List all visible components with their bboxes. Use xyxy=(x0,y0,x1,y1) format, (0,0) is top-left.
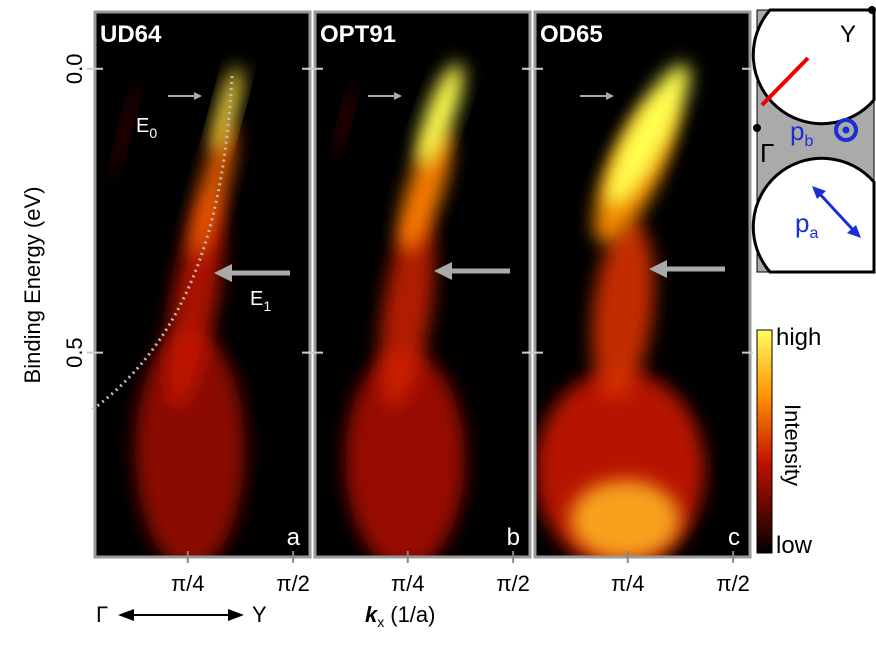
e0-sub: 0 xyxy=(149,125,157,141)
arrow-head xyxy=(118,609,134,621)
inset-pb: pb xyxy=(790,116,813,150)
polarization-out xyxy=(834,118,858,142)
y-axis-label: Binding Energy (eV) xyxy=(20,187,45,384)
pa-text: p xyxy=(795,208,809,238)
colorbar-high: high xyxy=(776,324,821,351)
intensity-blob xyxy=(379,210,435,410)
arrow-head xyxy=(847,225,861,238)
x-tick-label: π/2 xyxy=(496,571,530,596)
intensity-map xyxy=(535,63,705,557)
arrow-head xyxy=(812,186,826,199)
x-tick-label: π/4 xyxy=(171,571,205,596)
fermi-surface xyxy=(751,8,876,126)
direction-to: Y xyxy=(252,602,267,627)
polarization-dot xyxy=(842,126,850,134)
panel-title: UD64 xyxy=(100,21,162,48)
panel-border xyxy=(533,10,752,559)
panel-title: OPT91 xyxy=(320,21,396,48)
intensity-blob xyxy=(190,122,236,258)
annotation-e1: E1 xyxy=(250,288,271,314)
dispersion-guide xyxy=(91,75,234,412)
panel: OPT91 b π/4 π/2 xyxy=(307,10,533,596)
panel-label: a xyxy=(287,524,301,551)
intensity-blob xyxy=(345,350,465,557)
panel: UD64 a π/4 π/2 xyxy=(87,10,313,596)
x-label-unit: (1/a) xyxy=(390,602,435,627)
e1-sub: 1 xyxy=(263,298,271,314)
intensity-blob xyxy=(417,63,463,167)
arrow-head xyxy=(214,264,232,282)
pb-text: p xyxy=(790,116,804,146)
arrow-head xyxy=(434,262,452,280)
intensity-blob xyxy=(591,220,655,400)
inset-pa: pa xyxy=(795,208,818,242)
panel-border xyxy=(313,10,532,559)
fermi-surface xyxy=(751,156,876,274)
intensity-blob xyxy=(212,66,242,154)
pa-sub: a xyxy=(809,225,818,242)
arrow-head xyxy=(394,92,402,100)
intensity-blob xyxy=(398,127,452,253)
intensity-blob xyxy=(135,330,245,557)
colorbar-label: Intensity xyxy=(780,404,805,486)
arrow-head xyxy=(649,260,667,278)
panel-label: b xyxy=(507,524,520,551)
intensity-map xyxy=(111,66,245,557)
intensity-blob xyxy=(333,81,357,159)
intensity-map xyxy=(333,63,465,557)
arrow-head xyxy=(606,92,614,100)
intensity-blob xyxy=(606,63,690,207)
e1-text: E xyxy=(250,288,263,310)
panel-title: OD65 xyxy=(540,21,603,48)
polarization-arrow xyxy=(816,190,857,234)
colorbar-low: low xyxy=(776,532,813,559)
x-tick-label: π/2 xyxy=(716,571,750,596)
arrow-head xyxy=(194,92,202,100)
pb-sub: b xyxy=(804,133,813,150)
intensity-blob xyxy=(111,81,139,179)
cut-line xyxy=(760,56,810,107)
arrow-head xyxy=(228,609,244,621)
intensity-blob xyxy=(166,191,224,409)
intensity-blob xyxy=(570,480,680,557)
y-tick-label: 0.5 xyxy=(62,337,87,368)
panel: OD65 c π/4 π/2 xyxy=(527,10,753,596)
panel-border xyxy=(93,10,312,559)
y-point xyxy=(868,6,876,14)
x-tick-label: π/4 xyxy=(611,571,645,596)
x-label-subscript: x xyxy=(377,614,384,630)
inset-gamma: Γ xyxy=(760,138,774,168)
inset: Y Γ pb pa xyxy=(751,6,876,274)
colorbar xyxy=(756,329,773,554)
direction-from: Γ xyxy=(96,602,108,627)
e0-text: E xyxy=(136,115,149,137)
y-tick-label: 0.0 xyxy=(62,53,87,84)
x-tick-label: π/2 xyxy=(276,571,310,596)
x-tick-label: π/4 xyxy=(391,571,425,596)
x-label-symbol: k xyxy=(365,602,379,627)
annotation-e0: E0 xyxy=(136,115,157,141)
panel-label: c xyxy=(728,524,740,551)
x-axis-label: kx (1/a) xyxy=(365,602,436,630)
gamma-point xyxy=(753,124,761,132)
inset-y: Y xyxy=(840,21,856,48)
